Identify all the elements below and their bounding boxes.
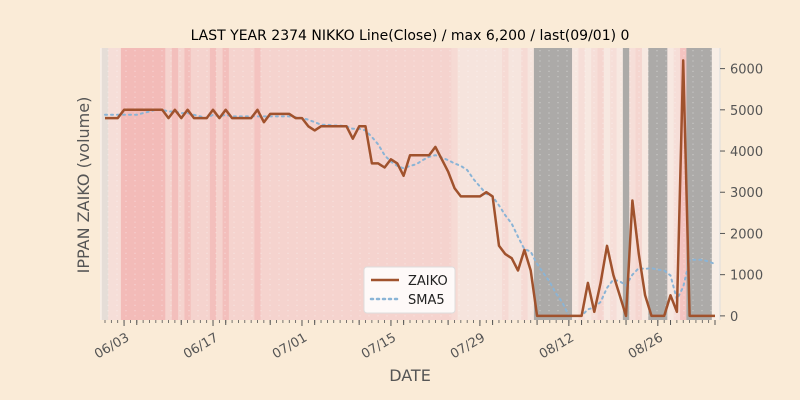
- shaded-band: [533, 48, 573, 320]
- shaded-band: [165, 48, 172, 320]
- shaded-band: [622, 48, 630, 320]
- shaded-band: [521, 48, 528, 320]
- shaded-band: [527, 48, 534, 320]
- shaded-band: [451, 48, 458, 320]
- y-tick-label: 5000: [730, 104, 763, 119]
- shaded-band: [178, 48, 185, 320]
- shaded-band: [254, 48, 261, 320]
- shaded-band: [667, 48, 674, 320]
- shaded-band: [171, 48, 179, 320]
- shaded-band: [228, 48, 255, 320]
- y-tick-label: 2000: [730, 227, 763, 242]
- shaded-band: [591, 48, 598, 320]
- y-tick-label: 3000: [730, 186, 763, 201]
- y-tick-label: 1000: [730, 269, 763, 284]
- shaded-band: [222, 48, 229, 320]
- y-axis-label: IPPAN ZAIKO (volume): [74, 97, 93, 274]
- shaded-bands: [100, 48, 720, 320]
- legend-label-sma5: SMA5: [408, 293, 445, 308]
- series-line-zaiko: [105, 59, 715, 318]
- y-tick-label: 6000: [730, 63, 763, 78]
- plot-area: [100, 48, 720, 320]
- legend-box: [363, 266, 456, 314]
- shaded-band: [108, 48, 121, 320]
- series-layer: [104, 59, 716, 318]
- shaded-band: [680, 48, 687, 320]
- legend: ZAIKO SMA5: [363, 266, 456, 314]
- shaded-band: [603, 48, 611, 320]
- shaded-band: [635, 48, 642, 320]
- shaded-band: [578, 48, 585, 320]
- shaded-band: [184, 48, 191, 320]
- shaded-band: [508, 48, 522, 320]
- shaded-band: [209, 48, 217, 320]
- shaded-band: [610, 48, 617, 320]
- shaded-band: [120, 48, 166, 320]
- shaded-band: [673, 48, 681, 320]
- y-tick-label: 4000: [730, 145, 763, 160]
- shaded-band: [502, 48, 509, 320]
- y-tick-label: 0: [730, 310, 738, 325]
- x-axis-label: DATE: [389, 366, 431, 385]
- shaded-band: [641, 48, 649, 320]
- shaded-band: [457, 48, 503, 320]
- shaded-band: [584, 48, 592, 320]
- shaded-band: [629, 48, 636, 320]
- shaded-band: [572, 48, 579, 320]
- chart-title: LAST YEAR 2374 NIKKO Line(Close) / max 6…: [191, 28, 630, 44]
- shaded-band: [216, 48, 223, 320]
- shaded-band: [101, 48, 109, 320]
- shaded-band: [597, 48, 604, 320]
- shaded-band: [648, 48, 668, 320]
- shaded-band: [616, 48, 623, 320]
- shaded-band: [686, 48, 712, 320]
- legend-label-zaiko: ZAIKO: [408, 274, 448, 289]
- y-axis: 0 1000 2000 3000 4000 5000 6000: [719, 48, 763, 325]
